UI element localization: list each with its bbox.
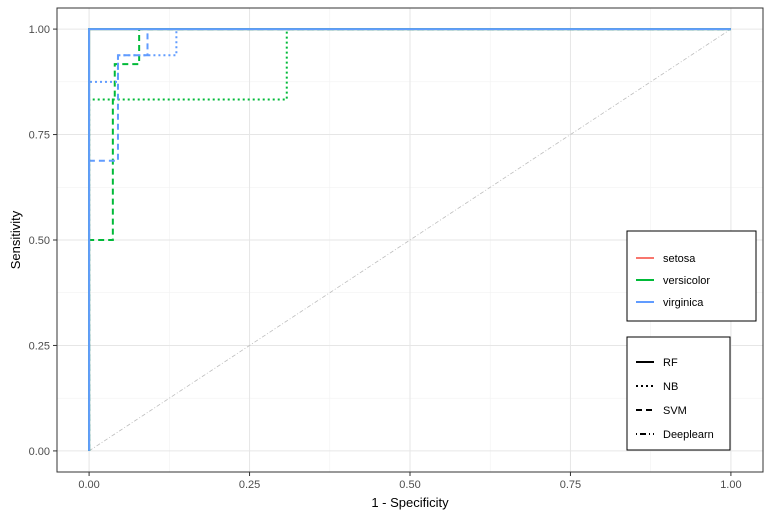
legend-label-rf: RF [663,357,678,369]
y-tick-label: 0.00 [29,446,50,458]
legend-label-versicolor: versicolor [663,275,710,287]
legend-label-svm: SVM [663,405,687,417]
x-tick-label: 1.00 [720,479,741,491]
y-tick-label: 1.00 [29,24,50,36]
y-tick-label: 0.25 [29,340,50,352]
x-tick-label: 0.50 [399,479,420,491]
series-line-versicolor-svm [88,28,731,451]
legend-color: setosa versicolor virginica [626,230,757,322]
x-axis-ticks: 0.00 0.25 0.50 0.75 1.00 [78,472,742,491]
x-axis-title: 1 - Specificity [371,495,449,510]
series-line-virginica-rf [88,28,731,451]
legend-label-nb: NB [663,381,678,393]
series-group [88,28,731,451]
reference-diagonal [88,28,732,452]
legend-linetype-box [626,336,731,451]
y-tick-label: 0.75 [29,130,50,142]
y-axis-ticks: 0.00 0.25 0.50 0.75 1.00 [29,24,57,458]
x-tick-label: 0.75 [560,479,581,491]
legend-color-box [626,230,757,322]
legend-linetype: RF NB SVM Deeplearn [626,336,731,451]
x-tick-label: 0.25 [239,479,260,491]
y-axis-title: Sensitivity [8,210,23,269]
reference-line [88,28,732,452]
y-tick-label: 0.50 [29,235,50,247]
legend-label-virginica: virginica [663,297,704,309]
x-tick-label: 0.00 [78,479,99,491]
legend-label-deeplearn: Deeplearn [663,429,714,441]
legend-label-setosa: setosa [663,253,696,265]
